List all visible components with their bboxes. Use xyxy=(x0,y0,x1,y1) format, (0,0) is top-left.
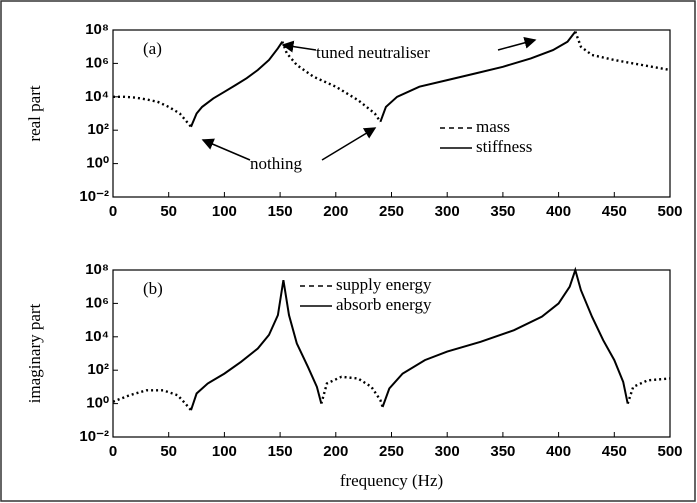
x-tick-label: 250 xyxy=(379,443,404,460)
x-tick-label: 400 xyxy=(546,203,571,220)
annotation: tuned neutraliser xyxy=(316,43,430,62)
legend-label: supply energy xyxy=(336,275,432,294)
x-tick-label: 100 xyxy=(212,203,237,220)
x-tick-label: 350 xyxy=(490,443,515,460)
x-tick-label: 250 xyxy=(379,203,404,220)
y-axis-label: real part xyxy=(25,85,44,141)
y-tick-label: 10⁻² xyxy=(79,188,109,205)
x-tick-label: 50 xyxy=(160,443,177,460)
y-axis-label: imaginary part xyxy=(25,303,44,403)
x-tick-label: 300 xyxy=(435,203,460,220)
x-tick-label: 0 xyxy=(109,203,117,220)
series-line xyxy=(190,266,629,411)
x-tick-label: 400 xyxy=(546,443,571,460)
panel-label: (b) xyxy=(143,279,163,298)
x-tick-label: 200 xyxy=(323,203,348,220)
y-tick-label: 10⁶ xyxy=(85,54,109,71)
series-line xyxy=(113,31,671,128)
y-tick-label: 10⁰ xyxy=(86,155,109,172)
y-tick-label: 10⁸ xyxy=(85,21,109,38)
annotation-arrow xyxy=(321,127,377,161)
x-axis-label: frequency (Hz) xyxy=(340,471,443,490)
y-tick-label: 10² xyxy=(87,361,109,378)
annotation-arrow xyxy=(281,40,317,53)
y-tick-label: 10⁻² xyxy=(79,428,109,445)
legend-label: absorb energy xyxy=(336,295,432,314)
annotation-arrow xyxy=(201,138,251,161)
y-tick-label: 10² xyxy=(87,121,109,138)
x-tick-label: 150 xyxy=(268,203,293,220)
x-tick-label: 100 xyxy=(212,443,237,460)
x-tick-label: 150 xyxy=(268,443,293,460)
x-tick-label: 350 xyxy=(490,203,515,220)
annotation-arrow xyxy=(497,36,537,51)
x-tick-label: 200 xyxy=(323,443,348,460)
x-tick-label: 500 xyxy=(657,203,682,220)
x-tick-label: 300 xyxy=(435,443,460,460)
annotation: nothing xyxy=(250,154,302,173)
x-tick-label: 500 xyxy=(657,443,682,460)
y-tick-label: 10⁶ xyxy=(85,294,109,311)
x-tick-label: 50 xyxy=(160,203,177,220)
y-tick-label: 10⁸ xyxy=(85,261,109,278)
panel-label: (a) xyxy=(143,39,162,58)
x-tick-label: 450 xyxy=(602,443,627,460)
x-tick-label: 0 xyxy=(109,443,117,460)
y-tick-label: 10⁰ xyxy=(86,395,109,412)
series-line xyxy=(190,30,577,128)
y-tick-label: 10⁴ xyxy=(85,328,109,345)
series-line xyxy=(112,375,671,411)
legend-label: mass xyxy=(476,117,510,136)
x-tick-label: 450 xyxy=(602,203,627,220)
legend-label: stiffness xyxy=(476,137,532,156)
y-tick-label: 10⁴ xyxy=(85,88,109,105)
